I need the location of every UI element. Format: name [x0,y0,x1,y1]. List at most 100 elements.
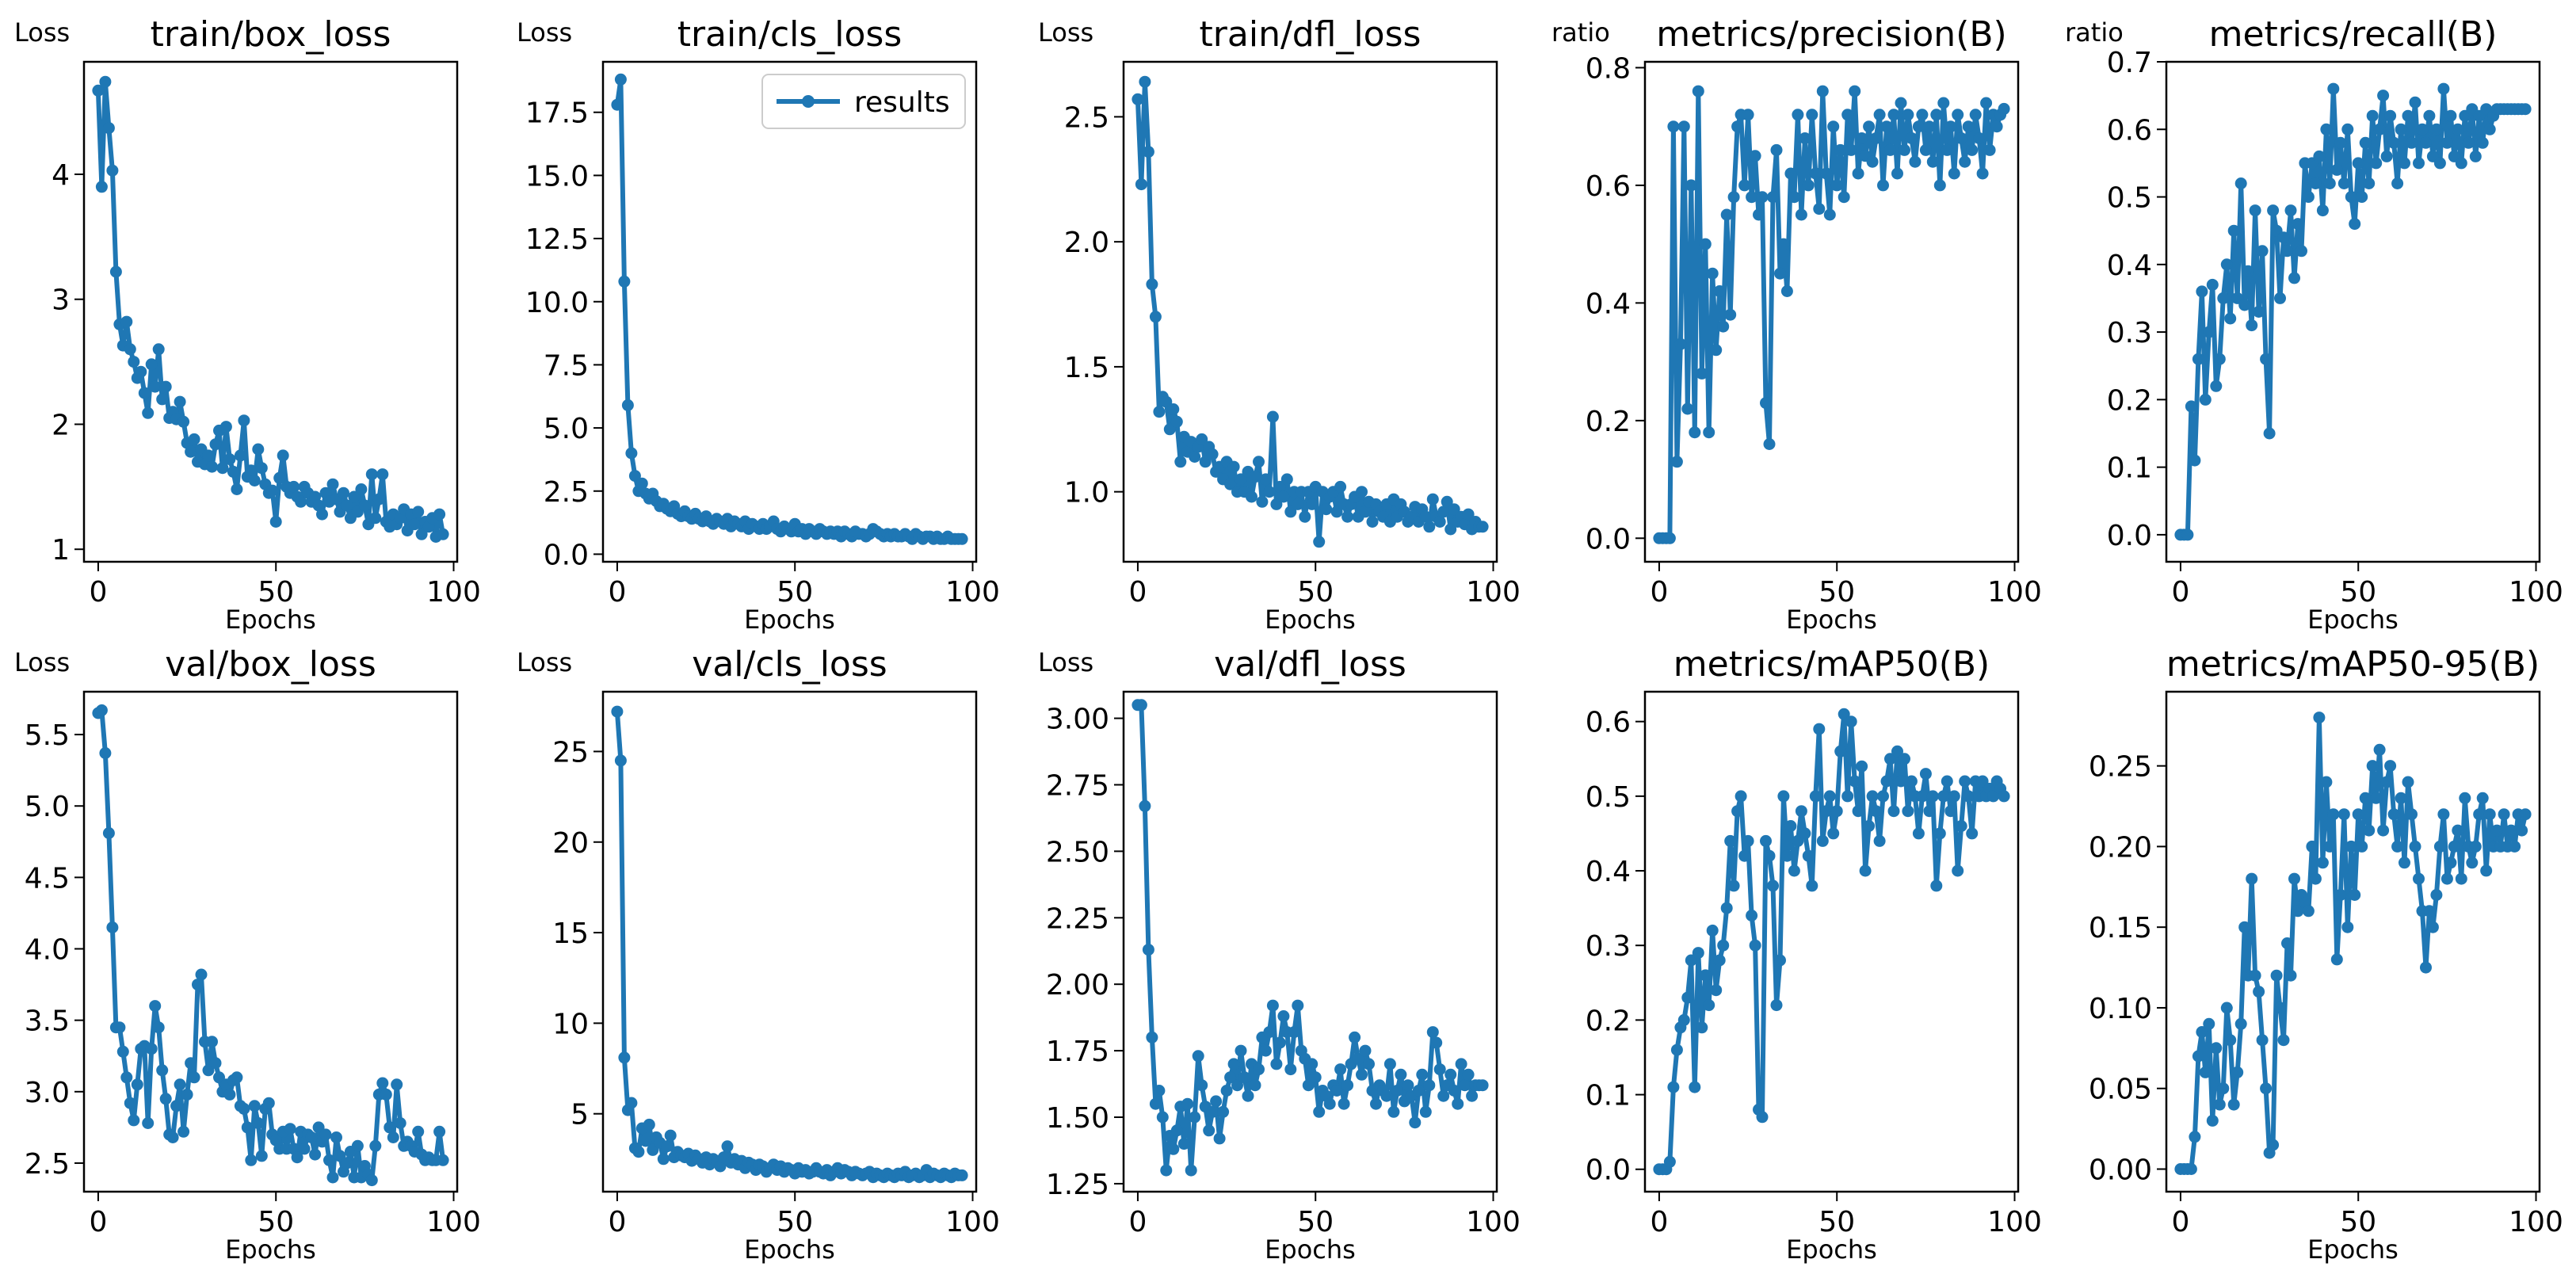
data-point [1689,426,1701,439]
data-point [1774,267,1786,280]
data-point [1784,820,1797,832]
data-point [245,1154,258,1166]
y-tick-label: 1.5 [1064,352,1109,384]
data-point [372,493,385,506]
data-point [1780,285,1793,297]
data-point [391,1078,403,1091]
data-point [2213,353,2226,365]
data-point [611,705,624,718]
data-point [255,462,268,475]
data-point [1749,150,1761,162]
data-point [262,1097,275,1109]
y-tick-label: 1.25 [1046,1169,1109,1201]
data-point [1306,498,1319,510]
data-point [1466,1089,1479,1102]
data-point [2334,136,2347,149]
data-point [145,1043,158,1055]
data-point [1284,506,1297,518]
data-point [2309,872,2322,885]
data-point [2402,109,2414,122]
data-point [120,1071,133,1084]
data-point [1941,143,1953,156]
data-point [166,1131,179,1143]
data-point [298,1143,311,1155]
data-point [1227,1058,1240,1070]
data-point [1341,510,1354,523]
data-point [1880,120,1893,133]
data-point [1849,775,1861,788]
data-point [1416,1068,1429,1081]
data-point [2330,953,2343,966]
data-point [174,395,186,408]
data-point [2327,82,2340,95]
data-point [1937,97,1950,109]
y-tick-label: 25 [552,736,589,769]
data-point [309,1148,322,1161]
data-point [185,445,197,458]
data-point [131,1078,143,1091]
data-point [2203,326,2215,338]
data-point [316,508,328,521]
y-tick-label: 0.5 [2107,182,2152,215]
x-tick-label: 0 [1650,1206,1668,1238]
y-tick-label: 7.5 [544,349,589,382]
data-point [2341,123,2354,135]
data-point [1227,460,1240,473]
data-point [2313,712,2326,724]
data-point [2270,969,2283,982]
data-point [2370,157,2383,170]
data-point [2462,136,2475,149]
subplot-8: val/dfl_loss Loss 0 50 100 1.25 1.50 1.75 2.00 2.… [1038,644,1521,1265]
data-point [1259,1044,1272,1057]
data-point [142,1117,155,1129]
y-axis-label: Loss [1038,17,1093,48]
data-point [1196,1079,1208,1092]
data-point [1706,267,1719,280]
data-point [1830,805,1843,818]
data-point [2480,864,2493,877]
data-point [2505,824,2517,837]
data-point [2387,808,2400,821]
data-point [1838,191,1850,204]
data-point [1735,790,1747,803]
data-point [159,380,172,393]
data-point [2306,840,2318,853]
data-point [1976,167,1989,180]
data-point [1795,805,1807,818]
data-point [1341,1079,1354,1092]
data-point [2373,123,2386,135]
data-point [355,483,368,495]
data-point [1696,367,1708,380]
data-point [1685,179,1697,192]
data-point [326,478,339,490]
data-point [1402,1079,1414,1092]
data-point [206,1036,218,1048]
data-point [2466,857,2479,869]
data-point [2196,1026,2208,1038]
data-point [2246,872,2258,885]
data-point [1827,827,1840,840]
plot-frame [2165,690,2541,1193]
data-point [2423,905,2436,918]
data-point [1391,1085,1403,1097]
data-point [219,421,232,433]
data-point [2384,760,2397,773]
y-axis-label: Loss [14,17,70,48]
data-point [1767,879,1779,892]
data-point [956,1169,968,1181]
data-point [2277,231,2290,244]
data-point [2363,824,2376,837]
data-point [1667,120,1680,133]
data-point [956,532,968,545]
data-point [2391,177,2404,189]
data-point [2185,1163,2197,1175]
data-point [1809,790,1822,803]
data-point [1944,805,1957,818]
y-tick-label: 2.75 [1046,769,1109,802]
x-tick-label: 100 [426,576,481,609]
data-point [1238,1071,1250,1084]
data-point [2253,306,2265,318]
data-point [1912,120,1925,133]
data-point [1692,85,1704,97]
y-tick-label: 0.3 [1586,930,1631,963]
